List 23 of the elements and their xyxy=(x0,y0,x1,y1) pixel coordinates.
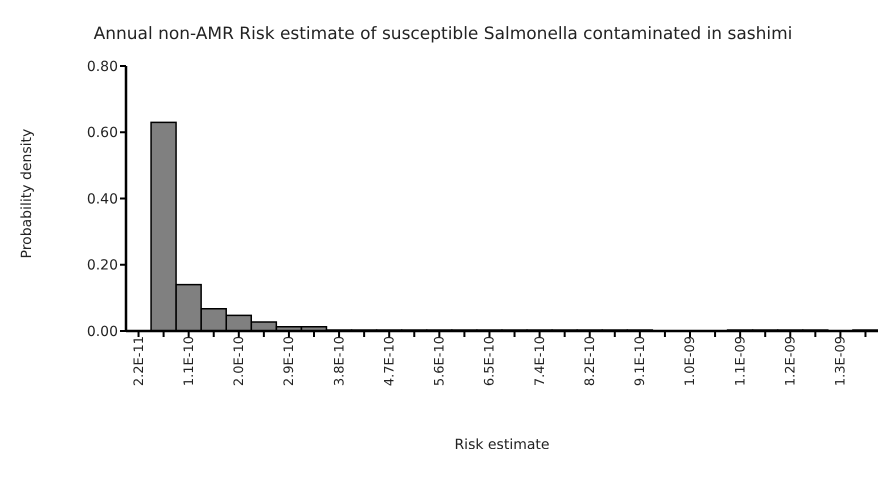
x-tick-label: 5.6E-10 xyxy=(432,336,448,386)
y-tick-label: 0.60 xyxy=(86,125,118,142)
x-tick-label: 2.2E-11 xyxy=(132,336,147,386)
x-tick-label: 1.1E-10 xyxy=(182,336,197,386)
y-tick-label: 0.00 xyxy=(86,324,118,340)
x-tick-label: 2.9E-10 xyxy=(282,336,298,386)
x-axis-title: Risk estimate xyxy=(454,437,550,453)
y-axis-title: Probability density xyxy=(18,128,35,258)
x-tick-label: 7.4E-10 xyxy=(532,336,548,386)
x-tick-label: 1.1E-09 xyxy=(733,336,748,386)
x-tick-label: 3.8E-10 xyxy=(332,336,348,386)
x-tick-label: 6.5E-10 xyxy=(482,336,498,386)
y-tick-label: 0.80 xyxy=(86,58,118,75)
y-tick-label: 0.40 xyxy=(86,191,118,208)
x-tick-label: 9.1E-10 xyxy=(633,336,648,386)
x-tick-label: 2.0E-10 xyxy=(232,336,248,386)
y-tick-label: 0.20 xyxy=(86,258,118,274)
x-tick-label: 1.2E-09 xyxy=(783,336,798,386)
x-tick-label: 4.7E-10 xyxy=(382,336,398,386)
x-tick-label: 1.3E-09 xyxy=(834,336,849,386)
chart-title: Annual non-AMR Risk estimate of susceptible Salmonella contaminated in sashimi xyxy=(92,23,794,46)
x-tick-label: 8.2E-10 xyxy=(582,336,598,386)
x-tick-label: 1.0E-09 xyxy=(683,336,698,386)
